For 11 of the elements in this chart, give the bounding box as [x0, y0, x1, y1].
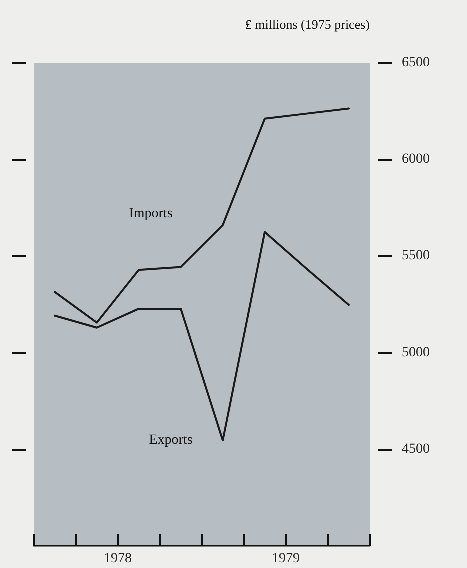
- line-series: [54, 108, 350, 324]
- y-tick-label: 6500: [402, 56, 430, 70]
- y-axis-title: £ millions (1975 prices): [245, 17, 370, 32]
- x-tick-label: 1978: [104, 552, 132, 566]
- y-tick-label: 6000: [402, 152, 430, 168]
- series-label: Exports: [149, 433, 193, 448]
- y-tick-label: 5500: [402, 248, 430, 264]
- x-tick-label: 1979: [272, 552, 300, 566]
- text: Imports: [129, 206, 173, 222]
- y-tick-label: 4500: [402, 442, 430, 457]
- y-tick-label: 5000: [402, 345, 430, 360]
